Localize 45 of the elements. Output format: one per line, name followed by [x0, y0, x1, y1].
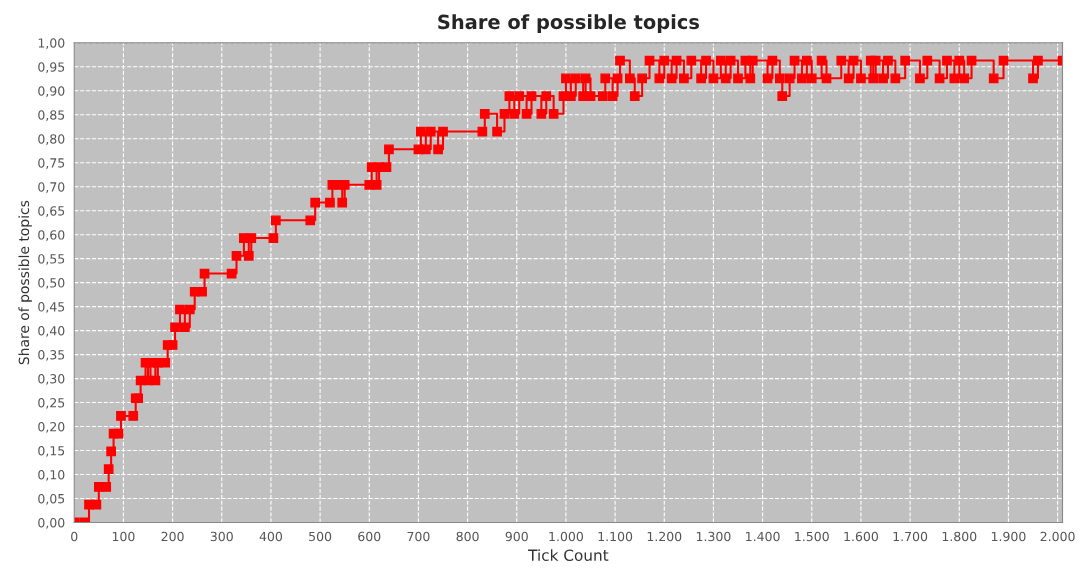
y-tick-label: 0,15 [38, 445, 65, 457]
y-tick-label: 0,50 [38, 278, 65, 289]
x-tick-label: 1.900 [991, 531, 1026, 542]
y-tick-label: 0,95 [38, 62, 65, 74]
y-tick-label: 0,75 [38, 158, 65, 169]
x-tick-label: 2.000 [1040, 531, 1075, 542]
x-tick-label: 300 [210, 531, 233, 542]
x-tick-label: 400 [259, 531, 283, 542]
y-tick-label: 0,80 [38, 134, 65, 145]
y-tick-label: 0,25 [38, 398, 65, 409]
y-axis-title: Share of possible topics [18, 200, 32, 365]
x-tick-label: 700 [407, 531, 430, 542]
x-tick-label: 100 [112, 531, 135, 542]
x-tick-label: 200 [161, 531, 184, 542]
y-tick-label: 0,60 [38, 230, 65, 241]
x-tick-label: 1.300 [696, 531, 731, 542]
chart-title: Share of possible topics [438, 14, 699, 33]
x-tick-label: 900 [505, 531, 528, 542]
x-tick-label: 1.700 [893, 531, 928, 542]
y-tick-label: 0,65 [38, 206, 65, 217]
x-tick-label: 600 [358, 531, 381, 542]
x-tick-label: 1.000 [549, 531, 583, 542]
y-tick-label: 0,55 [38, 254, 65, 265]
x-tick-label: 1.500 [795, 531, 829, 542]
x-tick-label: 1.100 [598, 531, 633, 542]
y-tick-label: 0,90 [38, 86, 65, 97]
x-tick-label: 500 [309, 531, 332, 542]
y-tick-label: 0,40 [38, 326, 65, 337]
x-axis-title: Tick Count [528, 549, 609, 561]
x-tick-label: 800 [456, 531, 479, 542]
x-tick-label: 1.800 [942, 531, 977, 542]
x-tick-label: 1.200 [647, 531, 682, 542]
y-tick-label: 0,10 [38, 469, 65, 481]
y-tick-label: 0,45 [38, 302, 65, 313]
y-tick-label: 0,70 [38, 182, 65, 193]
y-tick-label: 0,00 [38, 517, 65, 529]
y-tick-label: 0,20 [38, 422, 65, 433]
x-tick-label: 0 [71, 531, 78, 542]
y-tick-label: 0,05 [38, 493, 65, 505]
x-tick-label: 1.600 [844, 531, 878, 542]
x-tick-label: 1.400 [746, 531, 780, 542]
y-tick-label: 0,85 [38, 110, 65, 121]
y-tick-label: 0,35 [38, 350, 65, 361]
y-tick-label: 1,00 [38, 38, 65, 50]
y-tick-label: 0,30 [38, 374, 65, 385]
